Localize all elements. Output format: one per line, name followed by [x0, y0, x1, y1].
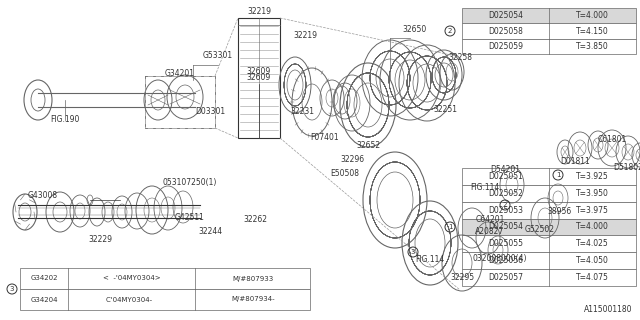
Text: C61801: C61801 [597, 135, 627, 145]
Text: 1: 1 [556, 172, 560, 178]
Text: G34201: G34201 [165, 69, 195, 78]
Text: 32609: 32609 [247, 74, 271, 83]
Text: 32251: 32251 [433, 106, 457, 115]
Text: T=4.050: T=4.050 [576, 256, 609, 265]
Text: 3: 3 [411, 249, 415, 255]
Bar [462, 219, 636, 236]
Text: 32244: 32244 [198, 228, 222, 236]
Text: 32650: 32650 [403, 26, 427, 35]
Text: D025056: D025056 [488, 256, 523, 265]
Bar [20, 289, 310, 310]
Bar [462, 185, 636, 202]
Text: D025052: D025052 [488, 189, 523, 198]
Bar [462, 168, 636, 185]
Text: D025053: D025053 [488, 206, 523, 215]
Text: A20827: A20827 [476, 228, 504, 236]
Text: C64201: C64201 [476, 215, 505, 225]
Text: T=3.850: T=3.850 [576, 42, 609, 51]
Text: C'04MY0304-: C'04MY0304- [106, 297, 157, 302]
Text: T=3.975: T=3.975 [576, 206, 609, 215]
Bar [462, 236, 636, 252]
Text: T=4.075: T=4.075 [576, 273, 609, 282]
Text: FIG.114: FIG.114 [470, 183, 500, 193]
Text: 32258: 32258 [448, 53, 472, 62]
Bar [20, 268, 310, 289]
Text: T=4.000: T=4.000 [576, 222, 609, 231]
Text: 32295: 32295 [450, 274, 474, 283]
Text: T=4.150: T=4.150 [576, 27, 609, 36]
Text: 3: 3 [10, 286, 14, 292]
Text: D025051: D025051 [488, 172, 523, 181]
Bar [462, 269, 636, 286]
Text: FIG.114: FIG.114 [415, 255, 445, 265]
Text: 2: 2 [503, 202, 507, 208]
Text: D01811: D01811 [560, 157, 590, 166]
Bar [462, 252, 636, 269]
Bar [238, 18, 280, 138]
Text: G43008: G43008 [28, 191, 58, 201]
Bar [462, 23, 636, 39]
Text: T=3.925: T=3.925 [576, 172, 609, 181]
Text: G42511: G42511 [175, 213, 205, 222]
Bar [462, 202, 636, 219]
Text: D025055: D025055 [488, 239, 523, 248]
Text: F07401: F07401 [310, 133, 339, 142]
Bar [462, 39, 636, 54]
Text: T=4.025: T=4.025 [576, 239, 609, 248]
Text: D025054: D025054 [488, 11, 523, 20]
Text: 32231: 32231 [290, 108, 314, 116]
Text: 32219: 32219 [293, 30, 317, 39]
Text: FIG.190: FIG.190 [51, 116, 80, 124]
Text: 032008000(4): 032008000(4) [473, 253, 527, 262]
Text: 38956: 38956 [548, 207, 572, 217]
Text: 32296: 32296 [340, 156, 364, 164]
Text: D025057: D025057 [488, 273, 523, 282]
Text: 2: 2 [448, 28, 452, 34]
Text: D025059: D025059 [488, 42, 523, 51]
Text: 32229: 32229 [88, 236, 112, 244]
Text: D03301: D03301 [195, 108, 225, 116]
Text: M/#807933: M/#807933 [232, 276, 273, 282]
Text: M/#807934-: M/#807934- [231, 297, 275, 302]
Text: 32262: 32262 [243, 215, 267, 225]
Text: G53301: G53301 [203, 52, 233, 60]
Text: T=4.000: T=4.000 [576, 11, 609, 20]
Text: 32219: 32219 [247, 7, 271, 17]
Text: A115001180: A115001180 [584, 306, 632, 315]
Text: 32652: 32652 [356, 141, 380, 150]
Text: D025058: D025058 [488, 27, 523, 36]
Text: E50508: E50508 [330, 169, 360, 178]
Text: <  -'04MY0304>: < -'04MY0304> [103, 276, 161, 282]
Text: G34204: G34204 [30, 297, 58, 302]
Text: 32609: 32609 [247, 68, 271, 76]
Bar [145, 76, 215, 128]
Text: D51802: D51802 [613, 164, 640, 172]
Text: G34202: G34202 [30, 276, 58, 282]
Text: D54201: D54201 [490, 165, 520, 174]
Bar [462, 8, 636, 23]
Text: G52502: G52502 [525, 226, 555, 235]
Text: 1: 1 [448, 224, 452, 230]
Text: D025054: D025054 [488, 222, 523, 231]
Text: 053107250(1): 053107250(1) [163, 179, 217, 188]
Text: T=3.950: T=3.950 [576, 189, 609, 198]
